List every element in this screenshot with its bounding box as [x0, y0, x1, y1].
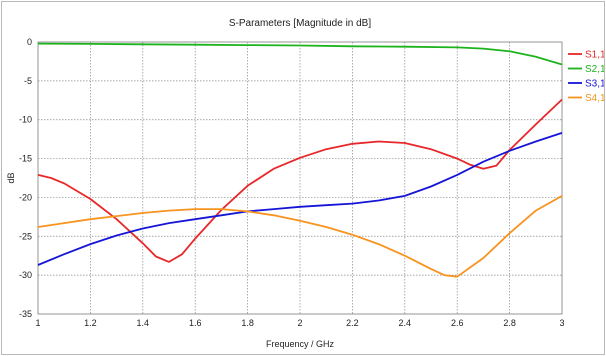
- series-lines: [37, 42, 563, 278]
- x-tick-label: 2: [297, 318, 302, 328]
- x-axis-ticks: 1 1.2 1.4 1.6 1.8 2 2.2 2.4 2.6 2.8 3: [35, 318, 564, 328]
- x-tick-label: 1.2: [84, 318, 97, 328]
- y-tick-label: -15: [19, 154, 32, 164]
- grid: [38, 42, 562, 314]
- x-axis-label: Frequency / GHz: [266, 339, 335, 349]
- x-tick-label: 2.8: [503, 318, 516, 328]
- y-tick-label: -5: [24, 76, 32, 86]
- y-axis-label: dB: [6, 172, 16, 183]
- y-tick-label: -10: [19, 115, 32, 125]
- x-tick-label: 1.8: [241, 318, 254, 328]
- x-tick-label: 2.6: [451, 318, 464, 328]
- y-tick-label: -30: [19, 270, 32, 280]
- y-tick-label: -25: [19, 231, 32, 241]
- y-tick-label: 0: [27, 37, 32, 47]
- legend-entry: S4,1: [585, 93, 604, 104]
- x-tick-label: 2.4: [399, 318, 412, 328]
- y-tick-label: -20: [19, 192, 32, 202]
- x-tick-label: 1: [35, 318, 40, 328]
- legend-entry: S3,1: [585, 79, 604, 90]
- series-line: [37, 195, 563, 278]
- x-tick-label: 1.4: [137, 318, 150, 328]
- series-line: [37, 42, 563, 66]
- x-tick-label: 2.2: [346, 318, 359, 328]
- chart-title: S-Parameters [Magnitude in dB]: [229, 18, 372, 29]
- series-line: [37, 132, 563, 266]
- y-axis-ticks: 0 -5 -10 -15 -20 -25 -30 -35: [19, 37, 32, 319]
- y-tick-label: -35: [19, 309, 32, 319]
- legend-entry: S1,1: [585, 50, 604, 61]
- series-line: [37, 98, 563, 263]
- legend: S1,1 S2,1 S3,1 S4,1: [568, 50, 604, 104]
- x-tick-label: 3: [559, 318, 564, 328]
- legend-entry: S2,1: [585, 64, 604, 75]
- x-tick-label: 1.6: [189, 318, 202, 328]
